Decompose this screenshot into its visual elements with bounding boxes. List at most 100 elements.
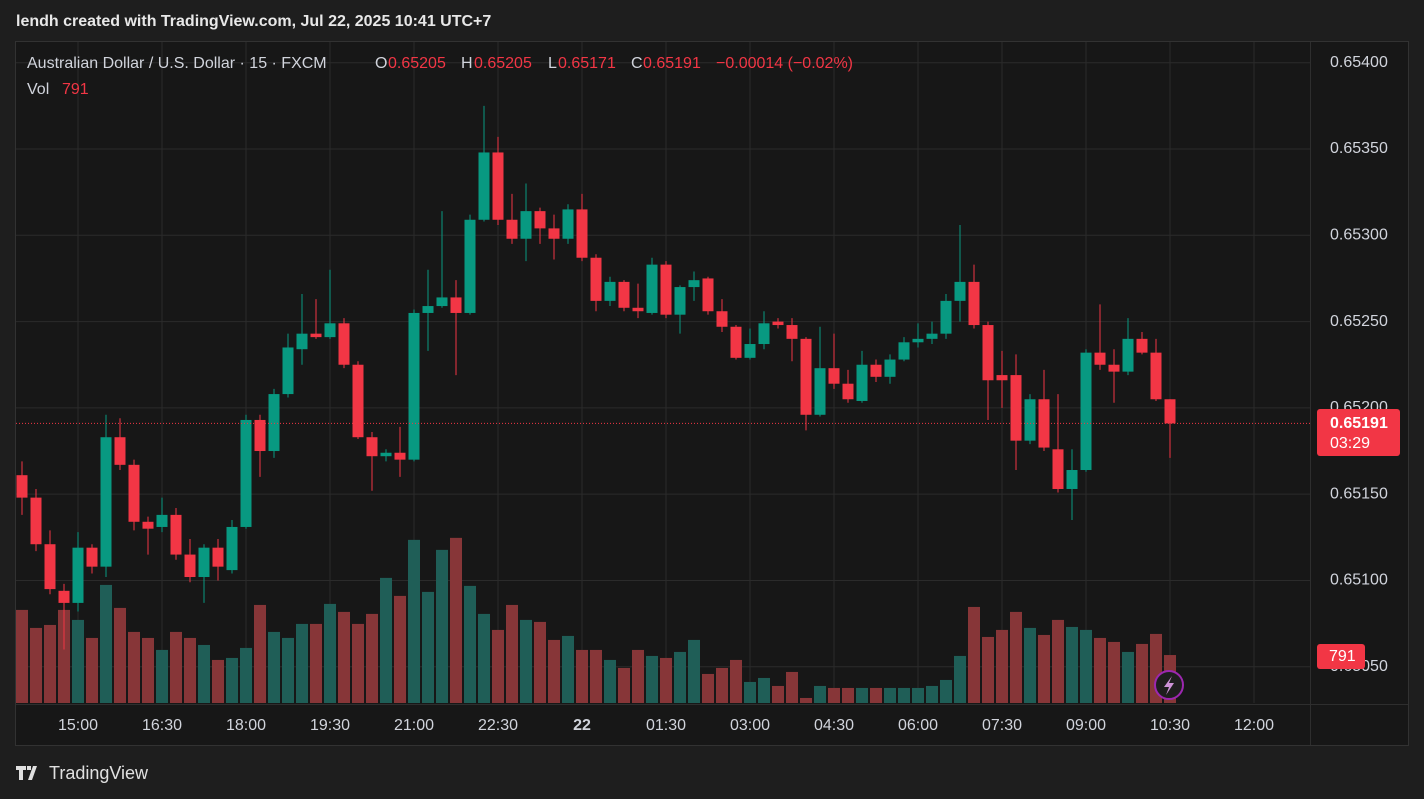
volume-bar [128, 631, 140, 703]
volume-bar [142, 637, 154, 703]
candle-body [660, 264, 672, 315]
volume-bar [338, 611, 350, 703]
volume-bar [982, 636, 994, 703]
volume-bar [870, 687, 882, 703]
close-value: 0.65191 [643, 55, 701, 72]
candle-body [954, 281, 966, 301]
volume-bar [310, 623, 322, 703]
candle-body [926, 333, 938, 339]
change: −0.00014 (−0.02%) [716, 55, 853, 72]
volume-bar [1052, 619, 1064, 703]
candle-body [1150, 352, 1162, 400]
lightning-icon[interactable] [1164, 676, 1174, 695]
volume-bar [828, 687, 840, 703]
volume-bar [800, 697, 812, 703]
candle-body [478, 152, 490, 220]
volume-bar [632, 649, 644, 703]
candle-body [352, 364, 364, 438]
y-tick-label: 0.65350 [1330, 140, 1388, 157]
candle-body [184, 554, 196, 578]
candle-body [534, 211, 546, 229]
x-tick-label: 04:30 [814, 717, 854, 734]
x-tick-label: 22 [573, 717, 591, 734]
candle-body [772, 321, 784, 326]
last-price-tag: 0.65191 03:29 [1317, 409, 1400, 456]
candle-body [940, 300, 952, 334]
volume-bar [1094, 637, 1106, 703]
candle-body [870, 364, 882, 377]
candle-body [1164, 399, 1176, 424]
candle-body [198, 547, 210, 578]
high-label: H [461, 55, 473, 72]
volume-bar [954, 655, 966, 703]
candle-body [282, 347, 294, 395]
volume-bar [912, 687, 924, 703]
volume-bar [100, 584, 112, 703]
candle-body [324, 323, 336, 338]
volume-bar [576, 649, 588, 703]
x-tick-label: 12:00 [1234, 717, 1274, 734]
volume-bar [702, 673, 714, 703]
header: Australian Dollar / U.S. Dollar · 15 · F… [27, 55, 853, 98]
volume-bar [114, 607, 126, 703]
volume-bar [590, 649, 602, 703]
volume-bar [184, 637, 196, 703]
volume-bar [1066, 626, 1078, 703]
volume-bar [996, 629, 1008, 703]
candle-body [1024, 399, 1036, 441]
candle-body [268, 394, 280, 452]
volume-bar [618, 667, 630, 703]
last-price: 0.65191 [1330, 415, 1388, 432]
candle-body [30, 497, 42, 545]
volume-bar [198, 644, 210, 703]
volume-bar [436, 549, 448, 703]
volume-bar [16, 609, 28, 703]
candle-body [730, 326, 742, 358]
candle-body [996, 375, 1008, 381]
volume-bar [534, 621, 546, 703]
volume-bar [842, 687, 854, 703]
candle-body [436, 297, 448, 307]
volume-bar [156, 649, 168, 703]
candle-body [884, 359, 896, 377]
close-label: C [631, 55, 643, 72]
volume-bar [814, 685, 826, 703]
volume-bar [1010, 611, 1022, 703]
volume-bar [548, 639, 560, 703]
volume-bar [366, 613, 378, 703]
volume-bar [1038, 634, 1050, 703]
y-tick-label: 0.65100 [1330, 572, 1388, 589]
x-tick-label: 18:00 [226, 717, 266, 734]
candle-body [58, 590, 70, 603]
x-tick-label: 19:30 [310, 717, 350, 734]
volume-bar [562, 635, 574, 703]
x-tick-label: 01:30 [646, 717, 686, 734]
volume-bar [730, 659, 742, 703]
candle-body [520, 211, 532, 239]
volume-bar [856, 687, 868, 703]
volume-bar [282, 637, 294, 703]
candle-body [968, 281, 980, 326]
volume-bar [352, 623, 364, 703]
lightning-button[interactable] [1154, 670, 1184, 700]
x-tick-label: 09:00 [1066, 717, 1106, 734]
open-value: 0.65205 [388, 55, 446, 72]
volume-bar [170, 631, 182, 703]
candle-body [506, 219, 518, 239]
volume-bar [688, 639, 700, 703]
volume-bar [464, 585, 476, 703]
volume-tag: 791 [1317, 644, 1365, 669]
volume-tag-value: 791 [1329, 648, 1356, 665]
volume-bar [492, 629, 504, 703]
candle-body [422, 306, 434, 313]
volume-bar [478, 613, 490, 703]
candle-body [100, 437, 112, 567]
volume-bar [324, 603, 336, 703]
volume-bar [408, 539, 420, 703]
volume-value: 791 [62, 81, 89, 98]
volume-bar [422, 591, 434, 703]
candle-body [114, 437, 126, 465]
volume-bar [646, 655, 658, 703]
candle-body [842, 383, 854, 400]
x-tick-label: 06:00 [898, 717, 938, 734]
